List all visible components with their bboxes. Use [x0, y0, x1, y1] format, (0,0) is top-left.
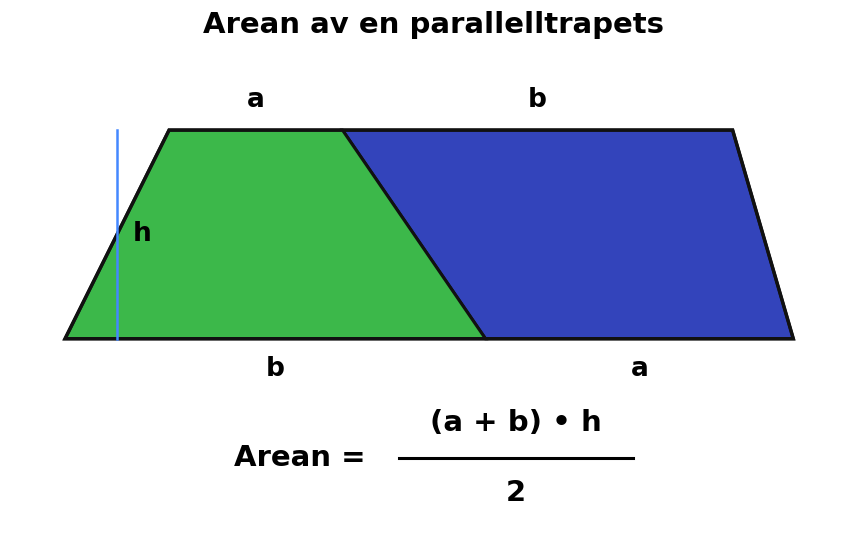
- Text: b: b: [528, 87, 547, 113]
- Text: a: a: [630, 356, 649, 382]
- Text: (a + b) • h: (a + b) • h: [430, 409, 602, 437]
- Text: 2: 2: [505, 479, 526, 507]
- Polygon shape: [65, 130, 486, 339]
- Text: a: a: [247, 87, 264, 113]
- Text: h: h: [133, 222, 152, 247]
- Text: Arean av en parallelltrapets: Arean av en parallelltrapets: [203, 11, 664, 39]
- Text: Arean =: Arean =: [234, 444, 375, 472]
- Polygon shape: [342, 130, 793, 339]
- Text: b: b: [266, 356, 284, 382]
